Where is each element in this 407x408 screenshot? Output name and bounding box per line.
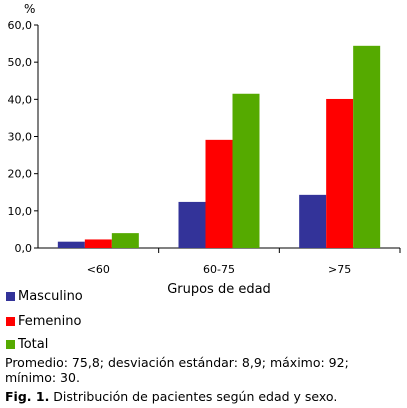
legend-item-total: Total [6,337,48,352]
y-unit-label: % [24,2,35,16]
bar-total-2 [353,45,381,249]
legend-item-femenino: Femenino [6,314,81,329]
y-tick-label: 20,0 [8,168,33,181]
bar-femenino-0 [84,239,112,248]
legend-swatch-masculino [6,292,15,301]
legend-swatch-total [6,340,15,349]
y-tick-label: 10,0 [8,205,33,218]
legend-item-masculino: Masculino [6,289,83,304]
legend-label-total: Total [18,337,49,352]
bar-total-0 [111,233,139,248]
bar-masculino-2 [299,194,327,248]
figure-caption: Fig. 1. Distribución de pacientes según … [5,389,337,404]
legend-swatch-femenino [6,317,15,326]
x-tick-label: 60-75 [203,263,235,276]
x-tick-label: >75 [328,263,351,276]
x-axis-label: Grupos de edad [167,282,271,297]
bar-masculino-1 [178,201,206,248]
legend-label-masculino: Masculino [18,289,83,304]
bar-total-1 [232,93,260,248]
y-tick-label: 60,0 [8,19,33,32]
chart-bars [57,45,381,249]
figure-label: Fig. 1. [5,389,50,404]
figure-title: Distribución de pacientes según edad y s… [49,389,338,404]
statistics-caption: Promedio: 75,8; desviación estándar: 8,9… [5,355,349,385]
bar-masculino-0 [57,241,85,248]
y-tick-label: 40,0 [8,93,33,106]
bar-femenino-1 [205,139,233,248]
y-tick-label: 50,0 [8,56,33,69]
y-tick-label: 30,0 [8,131,33,144]
legend-label-femenino: Femenino [18,314,82,329]
x-tick-label: <60 [87,263,110,276]
chart-labels: 0,0 10,0 20,0 30,0 40,0 50,0 60,0% <60 60-75 >75 G… [8,2,352,297]
bar-chart: 0,0 10,0 20,0 30,0 40,0 50,0 60,0% <60 60-75 >75 G… [8,2,401,297]
bar-femenino-2 [326,98,354,248]
y-tick-label: 0,0 [15,242,33,255]
